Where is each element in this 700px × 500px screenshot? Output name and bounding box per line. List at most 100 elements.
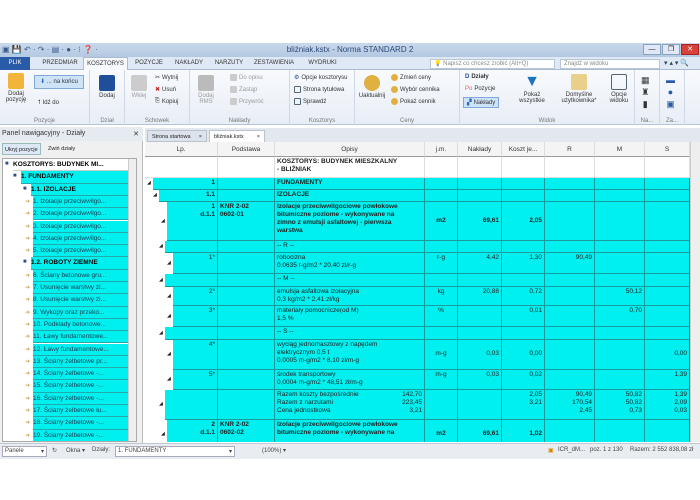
tab-nakłady[interactable]: NAKŁADY: [174, 60, 203, 66]
tree-item[interactable]: 8. Usunięcie warstwy zi...: [33, 294, 128, 307]
expand-icon[interactable]: ◢: [167, 376, 171, 382]
tree-item[interactable]: 2. Izolacje przeciwwilgo...: [33, 208, 128, 221]
panels-dropdown[interactable]: Panele ▾: [2, 446, 47, 457]
cut-button[interactable]: ✂ Wytnij: [155, 74, 178, 82]
add-at-end-button[interactable]: ⬇ ... na końcu: [34, 75, 84, 89]
tab-zestawienia[interactable]: ZESTAWIENIA: [253, 60, 294, 66]
expand-icon[interactable]: ◢: [159, 401, 163, 407]
view-resources-button[interactable]: ▞ Nakłady: [463, 97, 500, 108]
tree-item[interactable]: 10. Podkłady betonowe...: [33, 318, 128, 332]
tab-pozycje[interactable]: POZYCJE: [135, 60, 163, 66]
maximize-button[interactable]: ❐: [662, 44, 680, 55]
grid-scrollbar[interactable]: [690, 142, 700, 442]
go-to-button[interactable]: 🠕 Idź do: [38, 98, 59, 108]
restore-button[interactable]: Przywróć: [230, 98, 264, 105]
expand-icon[interactable]: ◢: [153, 192, 157, 198]
tab-kosztorys[interactable]: KOSZTORYS: [83, 57, 128, 70]
delete-button[interactable]: ✖ Usuń: [155, 86, 176, 94]
table-row[interactable]: 1 FUNDAMENTY ◢: [145, 178, 690, 190]
quick-access-toolbar[interactable]: ▣ 💾 ↶ · ↷ · ▤ · ● · ⁝ ❓ ·: [2, 45, 98, 54]
windows-menu[interactable]: Okna ▾: [66, 448, 86, 454]
add-position-button[interactable]: Dodaj pozycję: [2, 73, 30, 103]
tree-item[interactable]: 1. Izolacje przeciwwilgo...: [33, 195, 128, 209]
change-prices-button[interactable]: Zmień ceny: [391, 74, 431, 81]
tree-item[interactable]: 16. Ściany żelbetowe -...: [33, 392, 128, 405]
column-header[interactable]: Lp.: [145, 142, 218, 157]
expand-icon[interactable]: ◢: [159, 243, 163, 249]
tree-item[interactable]: 3. Izolacje przeciwwilgo...: [33, 220, 128, 233]
expand-icon[interactable]: ◢: [161, 431, 165, 437]
tree-item[interactable]: 17. Ściany żelbetowe łu...: [33, 405, 128, 418]
tree-item[interactable]: 1.1. IZOLACJE: [31, 183, 128, 196]
expand-icon[interactable]: ◢: [159, 329, 163, 336]
table-row[interactable]: 5* środek transportowy 0,0004 m-g/m2 * 48,…: [145, 370, 690, 390]
table-row[interactable]: 2 d.1.1 KNR 2-02 0602-02 Izolacje przeciww…: [145, 420, 690, 442]
tree-item[interactable]: 14. Ściany żelbetowe -...: [33, 368, 128, 381]
column-header[interactable]: Podstawa: [218, 142, 275, 157]
tab-plik[interactable]: PLIK: [0, 57, 30, 70]
add-rms-button[interactable]: Dodaj RMS: [194, 75, 218, 105]
tree-item[interactable]: 1.2. ROBOTY ZIEMNE: [31, 257, 128, 270]
show-price-list-button[interactable]: Pokaż cennik: [391, 98, 436, 105]
to-description-button[interactable]: Do opisu: [230, 74, 263, 81]
expand-icon[interactable]: ◢: [167, 292, 171, 299]
tree-item[interactable]: 19. Ściany żelbetowe -...: [33, 429, 128, 441]
expand-icon[interactable]: ◢: [167, 312, 171, 319]
column-header[interactable]: Nakłady: [458, 142, 502, 157]
table-row[interactable]: 4* wyciąg jednomasztowy z napędem elektryc…: [145, 340, 690, 370]
table-row[interactable]: -- R -- ◢: [145, 241, 690, 253]
table-row[interactable]: -- M -- ◢: [145, 274, 690, 287]
table-row[interactable]: 1.1 IZOLACJE ◢: [145, 190, 690, 202]
user-default-button[interactable]: Domyślne użytkownika*: [556, 74, 602, 104]
tree-item[interactable]: 13. Ściany żelbetowe pr...: [33, 355, 128, 369]
minimize-button[interactable]: —: [643, 44, 661, 55]
find-in-view-input[interactable]: Znajdź w widoku: [560, 59, 660, 69]
show-all-button[interactable]: ▼ Pokaż wszystkie: [512, 74, 552, 105]
collapse-sections-tab[interactable]: Zwiń działy: [48, 146, 76, 152]
hide-positions-tab[interactable]: Ukryj pozycje: [2, 143, 41, 155]
tab-wydruki[interactable]: WYDRUKI: [308, 60, 337, 66]
view-positions-button[interactable]: Po Pozycje: [465, 86, 495, 92]
view-options-button[interactable]: Opcje widoku: [606, 74, 632, 104]
tree-item[interactable]: 18. Ściany żelbetowe -...: [33, 417, 128, 430]
update-prices-button[interactable]: Uaktualnij: [357, 75, 387, 99]
tree-item[interactable]: 1. FUNDAMENTY: [21, 171, 128, 184]
tell-me-input[interactable]: 💡 Napisz co chcesz zrobić (Alt+Q): [430, 59, 555, 69]
zoom-dropdown[interactable]: (100%) ▾: [262, 448, 287, 454]
tree-item[interactable]: 9. Wykopy oraz przeko...: [33, 306, 128, 319]
find-nav-buttons[interactable]: ▾ ▴ ▾ 🔍: [664, 60, 690, 67]
tab-narzuty[interactable]: NARZUTY: [214, 60, 244, 66]
pin-icon[interactable]: ✕: [133, 131, 139, 138]
table-row[interactable]: -- S -- ◢: [145, 327, 690, 340]
tree-item[interactable]: 11. Ławy fundamentowe...: [33, 331, 128, 344]
tree-item[interactable]: 5. Izolacje przeciwwilgo...: [33, 245, 128, 258]
title-page-button[interactable]: Strona tytułowa: [294, 86, 344, 93]
close-tab-icon[interactable]: ×: [256, 134, 260, 140]
price-list-select-button[interactable]: Wybór cennika: [391, 86, 440, 93]
table-row[interactable]: KOSZTORYS: BUDYNEK MIESZKALNY - BLIŹNIAK: [145, 157, 690, 178]
sections-dropdown[interactable]: 1. FUNDAMENTY ▾: [115, 446, 235, 457]
close-button[interactable]: ✕: [681, 44, 699, 55]
replace-button[interactable]: Zastąp: [230, 86, 257, 93]
tree-item[interactable]: 4. Izolacje przeciwwilgo...: [33, 232, 128, 246]
tree-item[interactable]: 12. Ławy fundamentowe...: [33, 343, 128, 356]
close-tab-icon[interactable]: ×: [198, 134, 202, 140]
tree-item[interactable]: KOSZTORYS: BUDYNEK MI...: [13, 159, 128, 172]
expand-icon[interactable]: ◢: [159, 276, 163, 283]
column-header[interactable]: j.m.: [425, 142, 458, 157]
column-header[interactable]: S: [645, 142, 690, 157]
expand-icon[interactable]: ◢: [167, 259, 171, 266]
table-row[interactable]: 2* emulsja asfaltowa izolacyjna 0,3 kg/m2 …: [145, 287, 690, 306]
paste-button[interactable]: Wklej: [128, 75, 150, 99]
copy-button[interactable]: ⎘ Kopiuj: [155, 98, 179, 105]
tree-item[interactable]: 6. Ściany betonowe gru...: [33, 269, 128, 282]
view-sections-button[interactable]: D Działy: [465, 74, 489, 80]
za-buttons[interactable]: ▬ ● ▣: [666, 75, 675, 109]
column-header[interactable]: R: [545, 142, 595, 157]
na-buttons[interactable]: ▦ ♜ ▮: [641, 75, 650, 109]
expand-icon[interactable]: ◢: [167, 351, 171, 357]
tab-przedmiar[interactable]: PRZEDMIAR: [42, 60, 78, 66]
table-row[interactable]: Razem koszty bezpośrednie 142,70 Razem z n…: [145, 390, 690, 420]
table-row[interactable]: 3* materiały pomocnicze(od M) 1,5 %% 0,01 0,…: [145, 306, 690, 327]
expand-icon[interactable]: ◢: [147, 180, 151, 186]
